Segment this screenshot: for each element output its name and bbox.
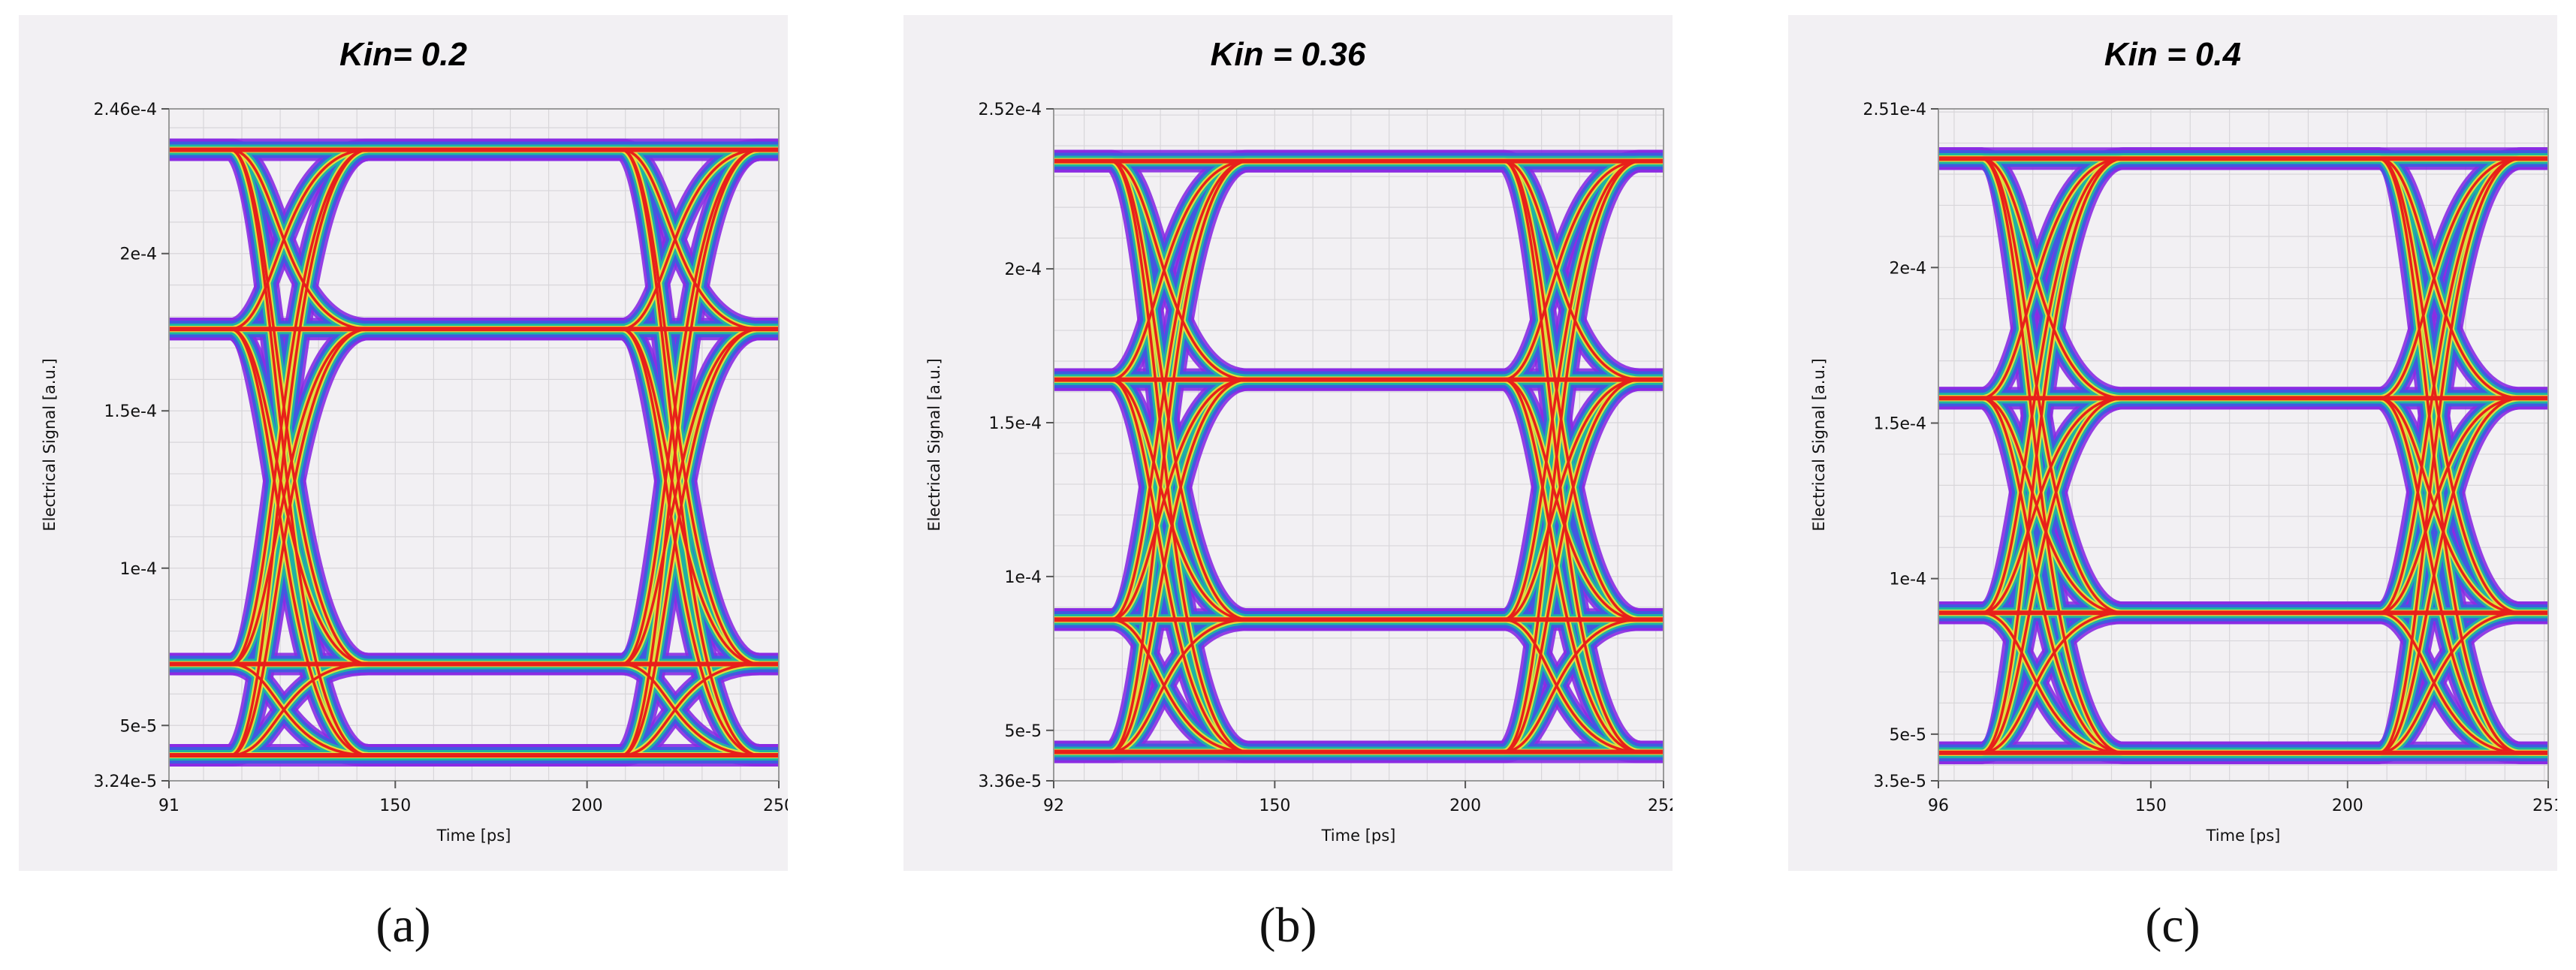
y-tick-label: 2e-4 [120, 246, 157, 264]
y-tick-label: 1e-4 [1005, 568, 1042, 587]
panel-caption-a: (a) [376, 898, 431, 953]
eye-panel-c: Kin = 0.4 96 150 200 251 3.5e-5 5e-5 1e-4 1.5e-… [1788, 15, 2557, 871]
chart-title: Kin = 0.36 [1210, 36, 1366, 73]
x-axis-label: Time [ps] [436, 827, 511, 845]
y-tick-label: 2e-4 [1890, 259, 1926, 278]
y-tick-label: 1e-4 [1890, 571, 1926, 589]
x-tick-label: 150 [2135, 797, 2167, 815]
y-axis-label: Electrical Signal [a.u.] [925, 358, 943, 531]
plot-frame [168, 108, 780, 782]
x-tick-label: 200 [1449, 797, 1481, 815]
y-tick-label: 5e-5 [1005, 722, 1042, 741]
panel-caption-b: (b) [1259, 898, 1317, 953]
x-tick-label: 96 [1928, 797, 1949, 815]
eye-traces [1054, 149, 1664, 764]
y-tick-label: 2e-4 [1005, 261, 1042, 279]
x-tick-label: 91 [158, 797, 179, 815]
chart-title: Kin= 0.2 [339, 36, 467, 73]
x-tick-label: 200 [2332, 797, 2363, 815]
x-axis-label: Time [ps] [2206, 827, 2281, 845]
y-tick-label: 1.5e-4 [104, 402, 157, 421]
y-tick-label: 5e-5 [120, 717, 157, 736]
x-axis-label: Time [ps] [1321, 827, 1396, 845]
y-tick-label: 3.5e-5 [1874, 773, 1926, 791]
eye-chart-c: 96 150 200 251 3.5e-5 5e-5 1e-4 1.5e-4 2e-4 2.51e… [1810, 101, 2557, 845]
chart-title: Kin = 0.4 [2104, 36, 2242, 73]
x-tick-label: 200 [572, 797, 603, 815]
y-tick-label: 3.36e-5 [979, 773, 1042, 791]
y-axis-label: Electrical Signal [a.u.] [41, 358, 59, 531]
x-tick-label: 150 [1259, 797, 1290, 815]
x-tick-label: 252 [1648, 797, 1673, 815]
plot-frame [1938, 108, 2549, 782]
x-tick-label: 250 [763, 797, 788, 815]
x-tick-label: 92 [1043, 797, 1064, 815]
y-tick-label: 2.46e-4 [94, 101, 157, 119]
y-tick-label: 1.5e-4 [1874, 414, 1926, 433]
y-tick-label: 5e-5 [1890, 726, 1926, 745]
y-tick-label: 2.51e-4 [1863, 101, 1926, 119]
eye-chart-b: 92 150 200 252 3.36e-5 5e-5 1e-4 1.5e-4 2e-4 2.52… [925, 101, 1673, 845]
y-tick-label: 1e-4 [120, 560, 157, 579]
eye-chart-a: 91 150 200 250 3.24e-5 5e-5 1e-4 1.5e-4 2e-4 2.46… [41, 101, 788, 845]
plot-frame [1053, 108, 1664, 782]
y-tick-label: 2.52e-4 [979, 101, 1042, 119]
panel-caption-c: (c) [2145, 898, 2200, 953]
x-tick-label: 150 [379, 797, 411, 815]
eye-traces [169, 138, 779, 767]
y-axis-label: Electrical Signal [a.u.] [1810, 358, 1828, 531]
eye-panel-a: Kin= 0.2 91 150 200 250 3.24e-5 5e-5 1e-4 1.5e-… [19, 15, 788, 871]
eye-panel-b: Kin = 0.36 92 150 200 252 3.36e-5 5e-5 1e-4 1.5… [903, 15, 1673, 871]
y-tick-label: 1.5e-4 [989, 414, 1042, 433]
eye-traces [1938, 147, 2548, 764]
x-tick-label: 251 [2532, 797, 2557, 815]
y-tick-label: 3.24e-5 [94, 773, 157, 791]
